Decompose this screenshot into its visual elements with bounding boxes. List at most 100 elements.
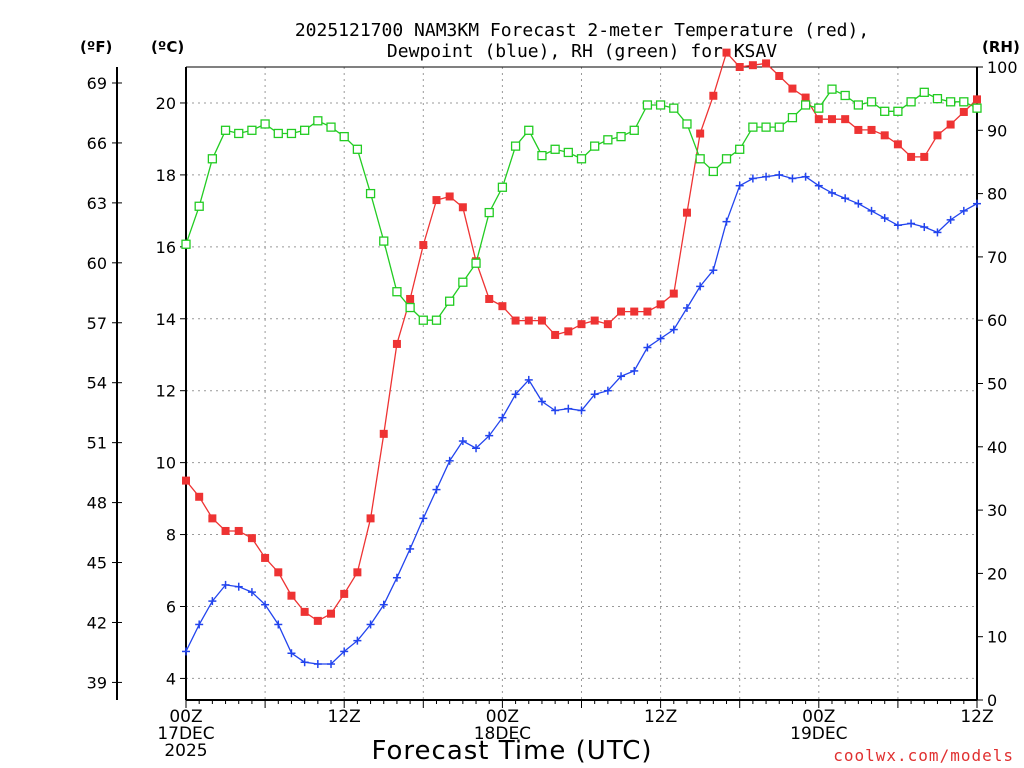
dewpoint-point [261, 600, 270, 609]
temperature-point [274, 568, 283, 577]
rh-point [893, 106, 903, 116]
temperature-point [814, 115, 823, 124]
celsius-tick-label: 8 [166, 526, 176, 545]
rh-point [418, 315, 428, 325]
dewpoint-point [973, 199, 981, 208]
temperature-point [551, 330, 560, 339]
rh-point [247, 125, 257, 135]
rh-point [286, 128, 297, 139]
time-tick-label: 00Z [486, 707, 519, 727]
dewpoint-point [880, 214, 889, 223]
dewpoint-point [946, 215, 955, 224]
rh-point [655, 100, 666, 110]
temperature-point [696, 129, 705, 138]
dewpoint-point [313, 660, 322, 669]
fahrenheit-tick-label: 51 [87, 434, 107, 453]
rh-point [800, 100, 811, 110]
rh-point [735, 144, 745, 154]
dewpoint-point [327, 660, 336, 669]
dewpoint-point [511, 390, 520, 399]
fahrenheit-tick-label: 54 [87, 374, 107, 393]
temperature-point [841, 115, 850, 124]
dewpoint-point [353, 636, 362, 645]
rh-tick-label: 0 [987, 691, 997, 710]
temperature-point [933, 131, 942, 140]
dewpoint-point [630, 366, 639, 375]
rh-point [234, 128, 244, 139]
temperature-point [590, 316, 599, 325]
celsius-tick-label: 16 [156, 238, 176, 257]
temperature-point [722, 48, 731, 57]
dewpoint-point [432, 485, 441, 494]
rh-point [669, 103, 679, 113]
temperature-point [854, 125, 863, 134]
celsius-tick-label: 20 [156, 94, 176, 113]
rh-point [814, 103, 824, 113]
rh-point [919, 87, 929, 97]
temperature-point [867, 125, 876, 134]
dewpoint-point [669, 325, 678, 334]
rh-point [576, 154, 587, 164]
temperature-point [221, 526, 230, 535]
time-tick-label: 00Z [802, 707, 835, 727]
temperature-point [801, 93, 810, 102]
temperature-point [788, 84, 797, 93]
rh-point [932, 94, 943, 104]
fahrenheit-tick-label: 42 [87, 613, 107, 632]
temperature-point [920, 152, 929, 161]
dewpoint-point [498, 413, 507, 422]
dewpoint-point [867, 206, 876, 215]
rh-tick-label: 40 [987, 438, 1007, 457]
celsius-tick-label: 14 [156, 310, 176, 329]
dewpoint-point [933, 228, 942, 237]
dewpoint-point [274, 620, 283, 629]
rh-point [959, 97, 969, 107]
temperature-point [458, 203, 467, 212]
temperature-point [485, 294, 494, 303]
x-axis-title: Forecast Time (UTC) [371, 736, 652, 766]
rh-point [774, 122, 784, 132]
temperature-point [182, 476, 190, 485]
rh-tick-label: 80 [987, 185, 1007, 204]
rh-point [972, 103, 982, 113]
dewpoint-point [827, 188, 836, 197]
rh-point [827, 84, 837, 94]
temperature-point [643, 307, 652, 316]
temperature-point [340, 589, 349, 598]
time-tick-label: 19DEC [790, 724, 847, 744]
chart-title-line-2: Dewpoint (blue), RH (green) for KSAV [387, 41, 777, 62]
dewpoint-point [762, 172, 771, 181]
rh-unit-label: (RH) [982, 38, 1020, 56]
fahrenheit-tick-label: 60 [87, 254, 107, 273]
temperature-point [432, 196, 441, 205]
rh-point [945, 97, 956, 107]
dewpoint-point [524, 375, 533, 384]
temperature-point [762, 59, 771, 68]
rh-point [194, 201, 204, 211]
dewpoint-point [537, 397, 546, 406]
dewpoint-point [907, 219, 916, 228]
celsius-tick-label: 6 [166, 597, 176, 616]
dewpoint-point [643, 343, 652, 352]
temperature-point [327, 609, 336, 618]
temperature-point [524, 316, 533, 325]
celsius-tick-label: 10 [156, 454, 176, 473]
temperature-point [735, 63, 744, 71]
rh-tick-label: 30 [987, 501, 1007, 520]
dewpoint-point [775, 170, 784, 179]
dewpoint-point [234, 582, 243, 591]
dewpoint-point [735, 181, 744, 190]
temperature-point [603, 320, 612, 329]
rh-point [840, 90, 850, 101]
dewpoint-point [959, 206, 968, 215]
fahrenheit-tick-label: 39 [87, 673, 107, 692]
time-tick-label: 12Z [960, 707, 993, 727]
rh-point [326, 122, 336, 132]
dewpoint-point [247, 588, 256, 597]
dewpoint-point [788, 174, 797, 183]
rh-point [510, 141, 521, 151]
time-tick-label: 00Z [169, 707, 202, 727]
time-tick-label: 18DEC [474, 724, 531, 744]
rh-point [748, 122, 758, 132]
rh-point [787, 112, 798, 123]
